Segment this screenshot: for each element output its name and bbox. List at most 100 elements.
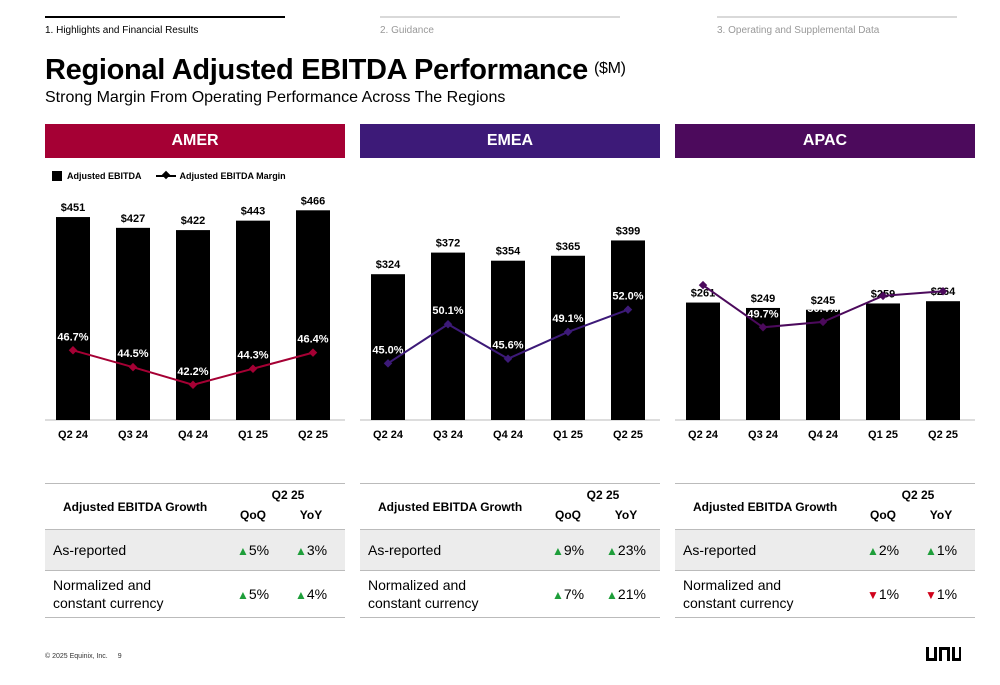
growth-table-period: Q2 25 [586,488,620,502]
row-label: As-reported [368,542,442,558]
chart-legend: Adjusted EBITDA Adjusted EBITDA Margin [52,170,286,181]
margin-value-label: 44.3% [237,350,268,362]
growth-arrow-icon: ▲ [294,544,307,558]
emea-chart: $324 Q2 24 $372 Q3 24 $354 Q4 24 $365 Q1 25 $399… [360,225,660,441]
growth-col-yoy: YoY [614,508,638,522]
growth-arrow-icon: ▲ [236,544,249,558]
row-label: As-reported [683,542,757,558]
x-tick-label: Q2 24 [58,429,89,441]
margin-value-label: 52.0% [612,291,643,303]
margin-point [443,319,453,329]
growth-col-yoy: YoY [929,508,953,522]
emea-growth-table: Adjusted EBITDA Growth Q2 25 QoQ YoY As-… [360,483,660,618]
qoq-text: 7% [563,586,585,602]
x-tick-label: Q4 24 [493,429,524,441]
qoq-text: 2% [878,542,900,558]
nav-guidance[interactable]: 2. Guidance [380,16,620,40]
nav-highlights[interactable]: 1. Highlights and Financial Results [45,16,285,40]
yoy-text: 1% [936,586,958,602]
growth-arrow-icon: ▲ [294,588,307,602]
bar-value-label: $451 [61,202,85,214]
bar [116,227,150,420]
margin-value-label: 45.0% [372,344,403,356]
bar [686,302,720,420]
margin-value-label: 45.6% [492,340,523,352]
page-number: 9 [117,653,122,660]
yoy-value: ▲4% [281,586,341,602]
growth-arrow-icon: ▲ [924,544,937,558]
legend-bar-label: Adjusted EBITDA [67,171,142,181]
table-row: As-reported ▲2% ▲1% [675,529,975,570]
nav-label: 2. Guidance [380,25,434,36]
x-tick-label: Q1 25 [238,429,268,441]
x-tick-label: Q2 25 [613,429,643,441]
growth-table-period: Q2 25 [271,488,305,502]
copyright: © 2025 Equinix, Inc. [45,653,108,660]
amer-chart: $451 Q2 24 $427 Q3 24 $422 Q4 24 $443 Q1 25 $466… [45,195,345,441]
margin-point [248,364,258,373]
qoq-text: 5% [248,542,270,558]
growth-arrow-icon: ▲ [236,588,249,602]
table-row: As-reported ▲9% ▲23% [360,529,660,570]
footer: © 2025 Equinix, Inc. 9 [45,653,122,660]
qoq-value: ▲2% [853,542,913,558]
margin-value-label: 55.2% [687,266,718,278]
qoq-value: ▲5% [223,586,283,602]
table-row: Normalized and constant currency ▲5% ▲4% [45,570,345,618]
legend-line-swatch [155,170,176,180]
growth-table-period: Q2 25 [901,488,935,502]
bar-value-label: $372 [436,238,460,250]
growth-table-title: Adjusted EBITDA Growth [693,500,838,514]
region-header-emea: EMEA [360,124,660,158]
page-title: Regional Adjusted EBITDA Performance ($M) [45,54,626,87]
margin-point [128,362,138,372]
yoy-value: ▲3% [281,542,341,558]
growth-arrow-icon: ▼ [866,588,879,602]
page-title-text: Regional Adjusted EBITDA Performance [45,54,588,86]
x-tick-label: Q2 24 [688,429,719,441]
bar-value-label: $365 [556,241,580,253]
nav-indicator [717,16,957,18]
bar [296,210,330,420]
bar-value-label: $443 [241,206,265,218]
margin-point [188,380,198,390]
margin-value-label: 50.4% [807,303,838,315]
margin-value-label: 49.7% [747,308,778,320]
margin-value-label: 53.8% [867,277,898,289]
yoy-text: 3% [306,542,328,558]
margin-value-label: 44.5% [117,348,148,360]
table-row: Normalized and constant currency ▲7% ▲21… [360,570,660,618]
row-label: As-reported [53,542,127,558]
qoq-value: ▲7% [538,586,598,602]
nav-operating-data[interactable]: 3. Operating and Supplemental Data [717,16,957,40]
growth-table-title: Adjusted EBITDA Growth [378,500,523,514]
x-tick-label: Q4 24 [808,429,839,441]
bar [56,217,90,420]
growth-col-qoq: QoQ [240,508,266,522]
row-label: Normalized and constant currency [368,577,479,611]
qoq-value: ▲5% [223,542,283,558]
bar [491,260,525,420]
growth-col-qoq: QoQ [555,508,581,522]
bar-value-label: $245 [811,295,835,307]
margin-point [308,348,318,357]
growth-arrow-icon: ▼ [924,588,937,602]
row-label: Normalized and constant currency [683,577,794,611]
bar-value-label: $324 [376,259,401,271]
bar-value-label: $249 [751,293,775,305]
bar [611,240,645,420]
bar [806,309,840,420]
growth-arrow-icon: ▲ [606,588,618,602]
qoq-text: 9% [563,542,585,558]
qoq-text: 1% [878,586,900,602]
growth-table-header: Adjusted EBITDA Growth Q2 25 QoQ YoY [360,483,660,529]
x-tick-label: Q3 24 [433,429,464,441]
growth-arrow-icon: ▲ [606,544,618,558]
bar-value-label: $427 [121,213,145,225]
x-tick-label: Q1 25 [868,429,898,441]
margin-point [878,291,888,301]
margin-point [383,359,393,368]
legend-line-label: Adjusted EBITDA Margin [179,171,286,181]
bar-value-label: $354 [496,246,521,258]
